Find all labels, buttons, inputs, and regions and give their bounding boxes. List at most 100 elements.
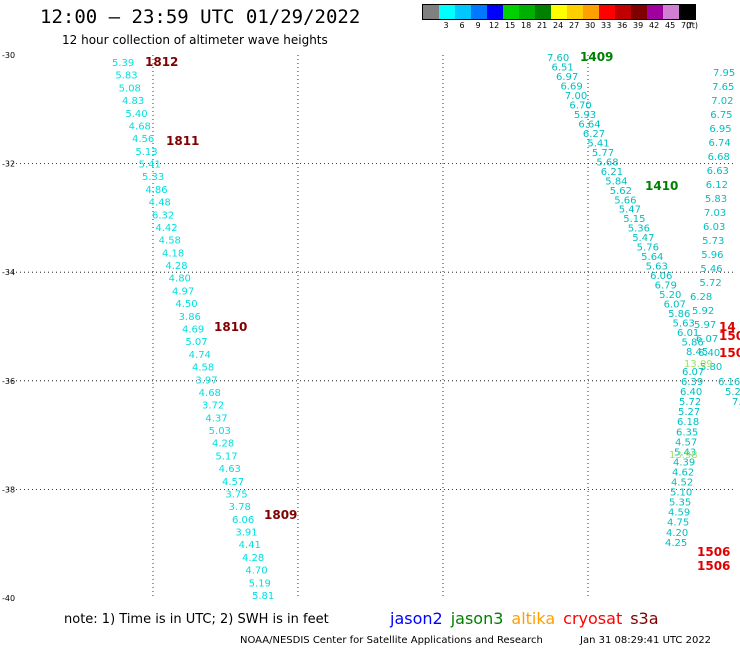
wave-height-label: 5.76 <box>637 243 659 254</box>
footer-note: note: 1) Time is in UTC; 2) SWH is in fe… <box>64 612 329 627</box>
wave-height-label: 4.74 <box>189 350 211 361</box>
wave-height-label: 5.39 <box>112 58 134 69</box>
wave-height-label: 4.20 <box>666 528 688 539</box>
legend-label: 24 <box>553 21 564 30</box>
map-title: 12:00 – 23:59 UTC 01/29/2022 <box>40 6 361 28</box>
legend-label: 12 <box>489 21 500 30</box>
wave-height-label: 4.59 <box>668 508 690 519</box>
wave-height-label: 6.39 <box>681 377 703 388</box>
legend-swatch <box>551 5 567 19</box>
wave-height-label: 6.40 <box>698 348 720 359</box>
legend-swatch-bar <box>422 4 696 20</box>
wave-height-label: 4.18 <box>162 248 184 259</box>
wave-height-label: 6.79 <box>655 281 677 292</box>
color-legend: 3 6 9 12 15 18 21 24 27 30 33 36 39 42 45 70 (ft) <box>422 4 698 32</box>
wave-height-label: 5.72 <box>699 278 721 289</box>
pass-id-label: 1810 <box>214 320 247 334</box>
wave-height-label: 6.68 <box>708 152 730 163</box>
wave-height-label: 7.60 <box>547 53 569 64</box>
lat-tick-label: -34 <box>2 268 15 277</box>
wave-height-label: 5.36 <box>628 224 650 235</box>
legend-swatch <box>663 5 679 19</box>
wave-height-label: 6.16 <box>718 377 740 388</box>
wave-height-label: 5.66 <box>614 195 636 206</box>
altimeter-map: -30-32-34-36-38-40606366697275 5.395.835… <box>2 50 740 603</box>
pass-id-label: 1809 <box>264 508 297 522</box>
legend-swatch <box>599 5 615 19</box>
wave-height-label: 6.01 <box>677 328 699 339</box>
wave-height-label: 5.27 <box>678 407 700 418</box>
wave-height-label: 5.64 <box>641 252 663 263</box>
pass-id-label: 1812 <box>145 55 178 69</box>
wave-height-label: 3.78 <box>229 502 251 513</box>
wave-height-label: 5.15 <box>623 214 645 225</box>
wave-height-label: 4.63 <box>219 464 241 475</box>
wave-height-label: 6.06 <box>232 515 254 526</box>
legend-swatch <box>615 5 631 19</box>
wave-height-label: 4.28 <box>165 261 187 272</box>
legend-label: 33 <box>601 21 612 30</box>
wave-height-label: 4.25 <box>665 538 687 549</box>
wave-height-label: 5.83 <box>705 194 727 205</box>
wave-height-label: 6.07 <box>696 334 718 345</box>
wave-height-label: 4.80 <box>169 274 191 285</box>
wave-height-label: 4.68 <box>129 121 151 132</box>
wave-height-label: 6.64 <box>578 119 600 130</box>
legend-label: 3 <box>443 21 449 30</box>
legend-swatch <box>583 5 599 19</box>
wave-height-label: 3.75 <box>225 489 247 500</box>
wave-height-label: 4.37 <box>205 413 227 424</box>
wave-height-label: 4.58 <box>159 236 181 247</box>
legend-swatch <box>647 5 663 19</box>
legend-swatch <box>439 5 455 19</box>
legend-swatch <box>535 5 551 19</box>
wave-height-label: 13.98 <box>669 450 698 461</box>
wave-height-label: 4.28 <box>212 439 234 450</box>
wave-height-label: 5.72 <box>679 397 701 408</box>
wave-height-label: 3.86 <box>179 312 201 323</box>
track-1812-1809: 5.395.835.084.835.404.684.565.135.415.33… <box>112 58 274 602</box>
track-southeast: 6.076.396.405.725.276.186.354.575.434.39… <box>665 367 740 549</box>
wave-height-label: 6.51 <box>551 62 573 73</box>
wave-height-label: 6.97 <box>556 72 578 83</box>
legend-label: 42 <box>649 21 660 30</box>
wave-height-label: 5.46 <box>700 264 722 275</box>
wave-height-label: 4.86 <box>145 185 167 196</box>
legend-label: 6 <box>459 21 465 30</box>
wave-height-label: 5.62 <box>610 186 632 197</box>
pass-id-label: 1811 <box>166 134 199 148</box>
wave-height-label: 6.03 <box>703 222 725 233</box>
wave-height-label: 4.28 <box>242 553 264 564</box>
lat-tick-label: -30 <box>2 51 15 60</box>
lat-lon-grid <box>8 55 733 598</box>
wave-height-label: 5.68 <box>596 157 618 168</box>
wave-height-label: 3.72 <box>202 401 224 412</box>
wave-height-label: 7.65 <box>712 82 734 93</box>
wave-height-label: 5.17 <box>215 451 237 462</box>
legend-label: 45 <box>665 21 676 30</box>
wave-height-label: 7.03 <box>704 208 726 219</box>
legend-swatch <box>679 5 695 19</box>
wave-height-label: 6.75 <box>710 110 732 121</box>
wave-height-observations: 5.395.835.084.835.404.684.565.135.415.33… <box>112 53 740 602</box>
legend-label: 21 <box>537 21 548 30</box>
wave-height-label: 5.63 <box>673 319 695 330</box>
lat-tick-label: -38 <box>2 485 15 494</box>
pass-id-label: 14 <box>719 320 736 334</box>
wave-height-label: 5.08 <box>119 83 141 94</box>
satellite-name: cryosat <box>563 609 623 628</box>
wave-height-label: 6.18 <box>677 417 699 428</box>
track-1409-1410: 7.606.516.976.697.006.705.936.646.275.41… <box>547 53 708 358</box>
wave-height-label: 4.57 <box>675 437 697 448</box>
legend-swatch <box>519 5 535 19</box>
wave-height-label: 6.27 <box>583 129 605 140</box>
legend-label: 15 <box>505 21 516 30</box>
wave-height-label: 5.47 <box>619 205 641 216</box>
wave-height-label: 4.42 <box>155 223 177 234</box>
wave-height-label: 4.39 <box>673 457 695 468</box>
legend-swatch <box>631 5 647 19</box>
wave-height-label: 6.63 <box>707 166 729 177</box>
wave-height-label: 13.09 <box>684 359 713 370</box>
legend-swatch <box>471 5 487 19</box>
